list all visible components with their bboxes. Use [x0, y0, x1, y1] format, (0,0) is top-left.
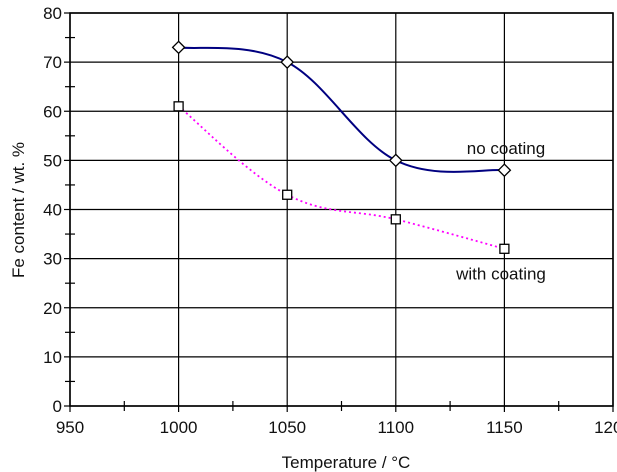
x-tick-label: 1050	[268, 418, 306, 437]
annotation-with-coating: with coating	[455, 264, 546, 283]
data-point-square	[282, 189, 293, 200]
x-axis-title: Temperature / °C	[282, 453, 411, 472]
x-tick-label: 1200	[594, 418, 617, 437]
data-point-diamond	[280, 55, 295, 70]
annotation-no-coating: no coating	[467, 139, 545, 158]
labels-group: 950 1000 1050 1100 1150 1200 0 10 20 30 40 50 60 70 80…	[43, 4, 617, 437]
data-point-square	[390, 214, 401, 225]
axes	[64, 12, 614, 412]
y-axis-title: Fe content / wt. %	[9, 142, 28, 278]
y-tick-label: 30	[43, 250, 62, 269]
series-line-no-coating	[178, 46, 505, 173]
data-point-diamond	[497, 163, 512, 178]
data-point-square	[499, 243, 510, 254]
y-tick-label: 20	[43, 299, 62, 318]
x-tick-label: 1100	[378, 418, 415, 437]
x-tick-label: 1150	[486, 418, 523, 437]
data-point-diamond	[171, 40, 186, 55]
grid	[69, 12, 614, 407]
y-tick-label: 0	[53, 397, 62, 416]
x-tick-label: 1000	[160, 418, 198, 437]
y-tick-label: 60	[43, 102, 62, 121]
y-tick-label: 40	[43, 201, 62, 220]
series-line-with-coating	[178, 105, 505, 250]
y-tick-label: 50	[43, 151, 62, 170]
y-tick-label: 70	[43, 53, 62, 72]
x-tick-label: 950	[56, 418, 84, 437]
data-point-square	[173, 101, 184, 112]
y-tick-label: 10	[43, 348, 62, 367]
series-group	[171, 40, 512, 254]
data-point-diamond	[388, 153, 403, 168]
y-tick-label: 80	[43, 4, 62, 23]
